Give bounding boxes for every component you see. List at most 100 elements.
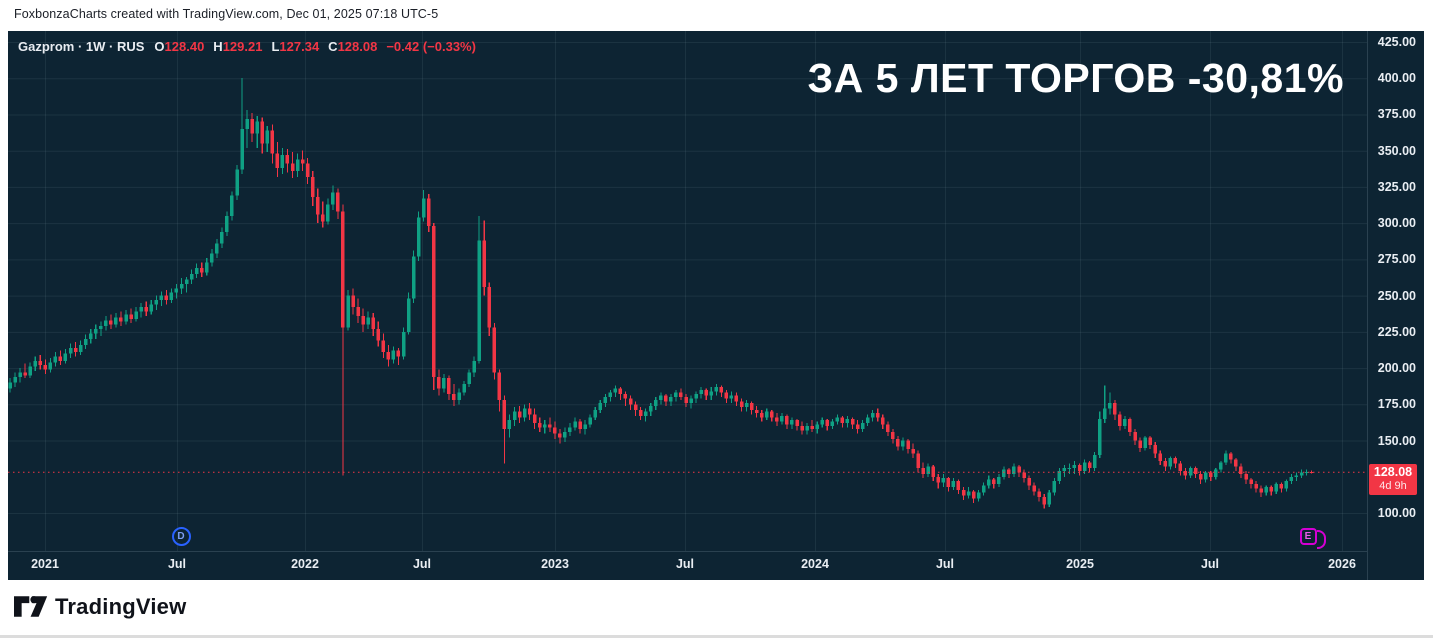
time-tick-label: 2023 (541, 557, 569, 571)
candle-body (1042, 497, 1046, 505)
candle-body (230, 195, 234, 216)
candle-body (154, 299, 159, 305)
candle-body (563, 431, 567, 438)
candle-body (250, 118, 254, 134)
candle-body (659, 395, 663, 400)
candle-body (835, 417, 840, 422)
candle-body (88, 333, 93, 340)
candle-body (99, 326, 103, 329)
candle-body (1289, 476, 1294, 482)
ohlc-close: C128.08 (328, 38, 378, 54)
candle-body (850, 418, 855, 425)
time-tick-label: 2024 (801, 557, 829, 571)
candle-body (336, 192, 340, 212)
candle-body (785, 415, 789, 425)
candle-body (1234, 459, 1238, 467)
candle-body (775, 417, 779, 422)
candle-body (43, 365, 48, 370)
candle-body (886, 424, 890, 432)
candle-body (1082, 462, 1087, 471)
candle-body (104, 320, 108, 327)
candle-body (583, 424, 587, 429)
candle-body (235, 169, 239, 196)
candle-body (275, 153, 280, 169)
candle-body (1052, 481, 1057, 493)
time-tick-label: 2025 (1066, 557, 1094, 571)
candle-body (1254, 484, 1258, 489)
tradingview-logo[interactable]: TradingView (14, 593, 186, 620)
candle-body (159, 295, 164, 300)
candle-body (421, 198, 426, 218)
candle-body (169, 292, 174, 300)
candle-body (548, 424, 552, 428)
candle-body (164, 295, 169, 300)
grid-lines (8, 31, 1367, 551)
candle-body (331, 192, 335, 205)
candle-body (719, 386, 724, 393)
price-tick-label: 325.00 (1377, 179, 1416, 194)
candle-body (1148, 437, 1152, 445)
candle-body (1113, 402, 1117, 415)
time-scale[interactable]: 2021 Jul 2022 Jul 2023 Jul 2024 Jul 2025 Jul 2026 (8, 551, 1424, 580)
candle-body (129, 314, 133, 319)
candle-body (815, 424, 819, 429)
candle-body (1067, 468, 1072, 470)
candle-body (608, 392, 613, 398)
time-tick-label: Jul (167, 557, 187, 571)
price-tick-label: 425.00 (1377, 35, 1416, 49)
candle-body (371, 317, 375, 329)
candle-body (643, 411, 648, 416)
candle-body (1183, 470, 1188, 476)
ohlc-low: L127.34 (271, 38, 320, 54)
candle-body (1274, 484, 1279, 492)
candle-body (225, 215, 229, 232)
candle-body (1188, 468, 1193, 476)
candle-body (467, 372, 471, 385)
candle-body (840, 417, 845, 424)
candle-body (896, 439, 900, 447)
candle-body (578, 421, 582, 429)
candle-body (1103, 408, 1107, 419)
candle-body (68, 347, 73, 354)
earnings-marker[interactable]: E (1299, 527, 1326, 549)
candle-body (1193, 468, 1198, 474)
bar-countdown: 4d 9h (1379, 480, 1407, 493)
candle-body (179, 284, 184, 289)
dividend-marker[interactable]: D (171, 526, 191, 546)
candle-body (462, 384, 466, 393)
candle-body (997, 476, 1001, 485)
chart-panel[interactable]: Gazprom · 1W · RUS O128.40 H129.21 L127.… (8, 31, 1424, 580)
candle-body (684, 397, 688, 403)
tradingview-logo-text: TradingView (55, 593, 187, 619)
candle-body (865, 417, 870, 424)
candle-body (366, 317, 370, 325)
candle-body (810, 426, 814, 429)
candle-body (860, 423, 865, 429)
candle-body (406, 298, 411, 332)
candlestick-chart-surface[interactable] (8, 31, 1424, 580)
candle-body (1138, 440, 1142, 448)
symbol-title[interactable]: Gazprom · 1W · RUS (18, 38, 145, 54)
candle-body (770, 411, 774, 418)
candle-body (709, 391, 714, 396)
candle-body (1219, 462, 1223, 470)
symbol-info-bar[interactable]: Gazprom · 1W · RUS O128.40 H129.21 L127.… (18, 36, 476, 56)
price-scale[interactable]: 425.00 400.00 375.00 350.00 325.00 300.00 275.… (1367, 31, 1424, 551)
candle-body (537, 423, 542, 428)
candle-body (28, 366, 32, 376)
candle-body (8, 382, 12, 389)
candle-body (1022, 472, 1026, 479)
candle-body (290, 163, 295, 171)
candle-body (220, 231, 224, 244)
candle-body (729, 395, 734, 399)
candle-body (1198, 473, 1203, 480)
time-tick-label: Jul (1200, 557, 1220, 571)
price-tick-label: 275.00 (1377, 252, 1416, 267)
candle-body (391, 350, 396, 360)
candle-body (94, 328, 98, 334)
candle-body (1108, 402, 1112, 409)
candle-body (790, 420, 794, 425)
candle-body (956, 481, 961, 490)
candle-body (1047, 492, 1052, 505)
candle-body (805, 426, 809, 431)
